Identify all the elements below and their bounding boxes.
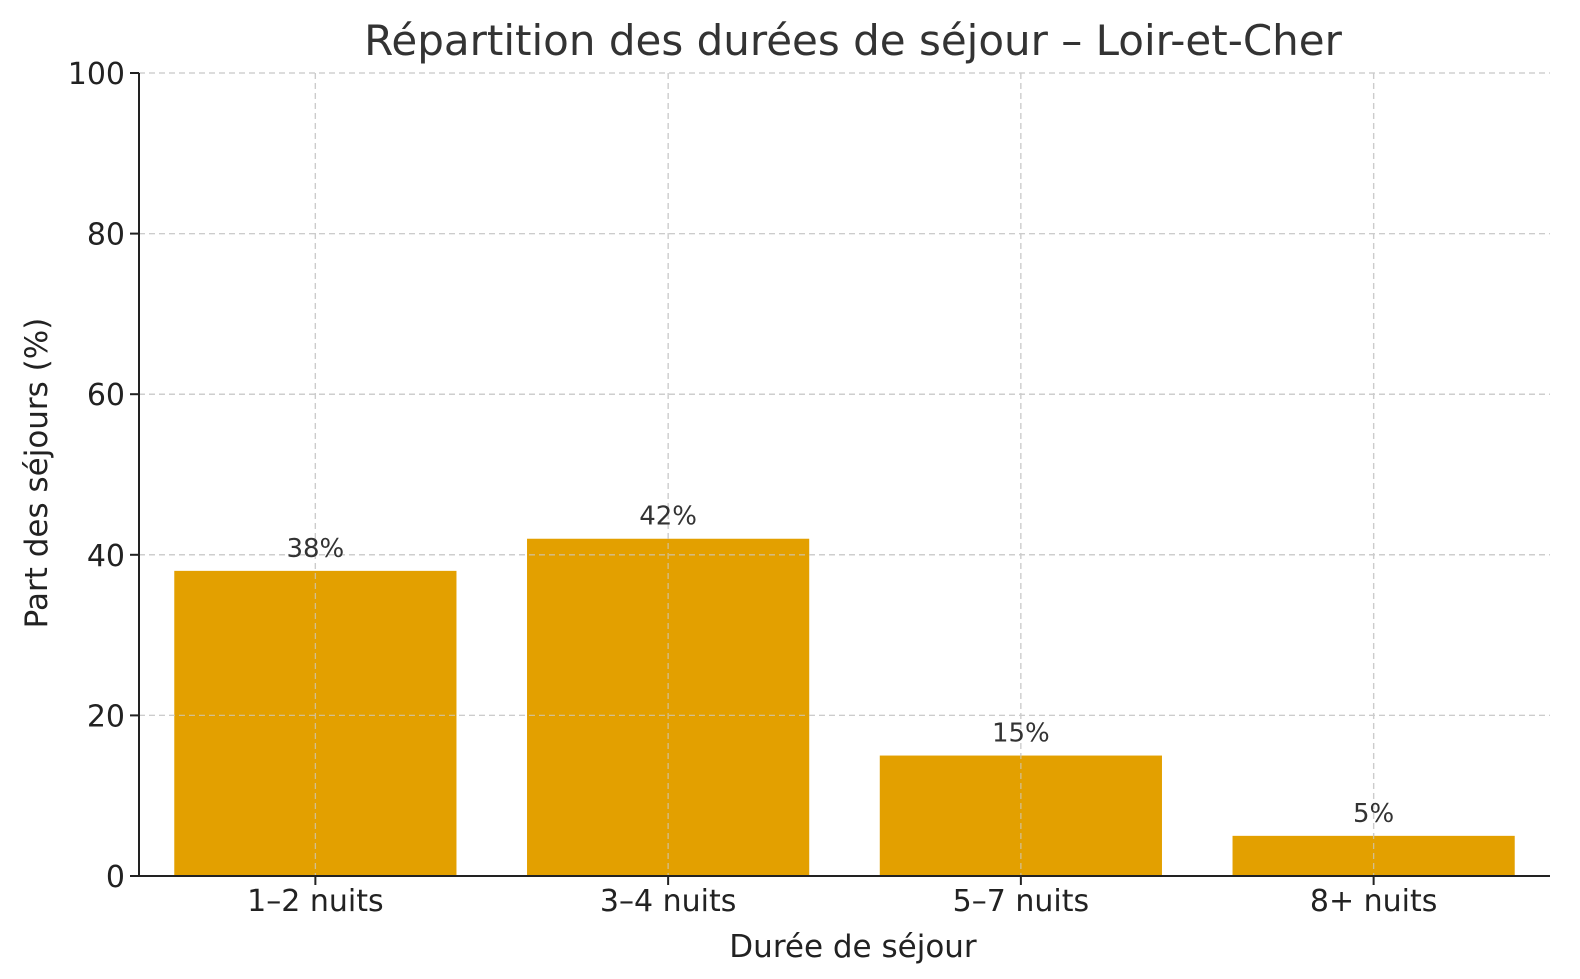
y-tick-label: 20 bbox=[87, 699, 125, 734]
y-tick-label: 80 bbox=[87, 218, 125, 253]
y-axis-label: Part des séjours (%) bbox=[19, 318, 55, 629]
x-axis-label: Durée de séjour bbox=[729, 929, 977, 965]
y-tick-label: 60 bbox=[87, 378, 125, 413]
data-label: 15% bbox=[992, 719, 1050, 749]
x-tick-label: 5–7 nuits bbox=[953, 884, 1089, 919]
chart-title: Répartition des durées de séjour – Loir-… bbox=[364, 16, 1343, 65]
x-tick-label: 3–4 nuits bbox=[600, 884, 736, 919]
x-tick-label: 1–2 nuits bbox=[247, 884, 383, 919]
x-tick-label: 8+ nuits bbox=[1310, 884, 1438, 919]
y-tick-label: 40 bbox=[87, 539, 125, 574]
labels-layer: 0 20 40 60 80 100 1–2 nuits 3–4 nuits 5–7 nuits 8… bbox=[68, 57, 1438, 919]
data-label: 42% bbox=[639, 502, 697, 532]
data-label: 38% bbox=[286, 534, 344, 564]
bars-layer bbox=[139, 72, 1550, 876]
data-label: 5% bbox=[1353, 799, 1394, 829]
y-tick-label: 0 bbox=[106, 860, 125, 895]
grid-overlay bbox=[139, 72, 1550, 876]
axes-layer bbox=[130, 72, 1550, 885]
y-tick-label: 100 bbox=[68, 57, 125, 92]
